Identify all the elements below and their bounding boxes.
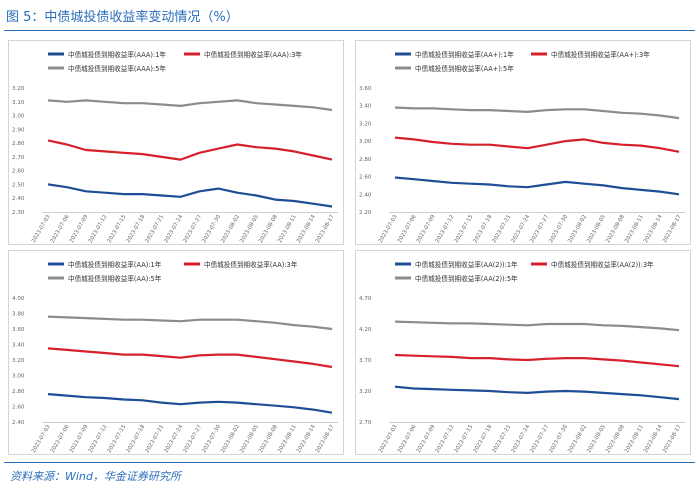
y-tick-label: 3.40 xyxy=(12,343,25,349)
chart-frame xyxy=(8,250,344,455)
series-line-1 xyxy=(394,385,680,401)
y-tick-label: 3.40 xyxy=(359,104,372,110)
y-tick-label: 3.20 xyxy=(12,358,25,364)
series-line-2 xyxy=(47,347,333,369)
legend-label-1: 中债城投债到期收益率(AAA):1年 xyxy=(68,50,166,59)
series-line-1 xyxy=(47,393,333,414)
source-note: 资料来源：Wind，华金证券研究所 xyxy=(10,470,181,483)
legend-label-2: 中债城投债到期收益率(AA(2)):3年 xyxy=(551,260,654,269)
y-tick-label: 2.40 xyxy=(12,420,25,426)
footer-divider xyxy=(4,462,695,463)
chart-aa: 中债城投债到期收益率(AA):1年 中债城投债到期收益率(AA):3年中债城投债到… xyxy=(8,250,344,455)
y-tick-label: 3.00 xyxy=(359,139,372,145)
legend-label-2: 中债城投债到期收益率(AA+):3年 xyxy=(551,50,650,59)
figure-title: 图 5：中债城投债收益率变动情况（%） xyxy=(6,10,239,25)
series-line-3 xyxy=(47,315,333,331)
y-tick-label: 2.90 xyxy=(12,127,25,133)
y-tick-label: 4.70 xyxy=(359,296,372,302)
series-line-1 xyxy=(394,176,680,196)
y-tick-label: 3.10 xyxy=(12,100,25,106)
y-tick-label: 3.20 xyxy=(359,121,372,127)
chart-frame xyxy=(8,40,344,245)
y-tick-label: 2.60 xyxy=(359,175,372,181)
y-tick-label: 3.20 xyxy=(12,86,25,92)
y-tick-label: 2.80 xyxy=(359,157,372,163)
y-tick-label: 2.40 xyxy=(359,192,372,198)
legend-label-3: 中债城投债到期收益率(AAA):5年 xyxy=(68,64,166,73)
y-tick-label: 2.20 xyxy=(359,210,372,216)
chart-frame xyxy=(355,40,691,245)
y-tick-label: 3.80 xyxy=(12,312,25,318)
y-tick-label: 2.60 xyxy=(12,405,25,411)
y-tick-label: 2.40 xyxy=(12,196,25,202)
y-tick-label: 2.70 xyxy=(12,155,25,161)
series-line-2 xyxy=(394,136,680,153)
chart-aa-plus: 中债城投债到期收益率(AA+):1年 中债城投债到期收益率(AA+):3年中债城投… xyxy=(355,40,691,245)
y-tick-label: 2.50 xyxy=(12,182,25,188)
legend-label-3: 中债城投债到期收益率(AA(2)):5年 xyxy=(415,274,518,283)
y-tick-label: 3.00 xyxy=(12,114,25,120)
legend-label-1: 中债城投债到期收益率(AA(2)):1年 xyxy=(415,260,518,269)
y-tick-label: 3.00 xyxy=(12,374,25,380)
title-divider xyxy=(4,30,695,31)
series-line-3 xyxy=(394,320,680,332)
legend-label-2: 中债城投债到期收益率(AA):3年 xyxy=(204,260,298,269)
legend-label-3: 中债城投债到期收益率(AA+):5年 xyxy=(415,64,514,73)
y-tick-label: 3.60 xyxy=(359,86,372,92)
series-line-2 xyxy=(47,139,333,161)
series-line-3 xyxy=(394,106,680,120)
legend-label-1: 中债城投债到期收益率(AA+):1年 xyxy=(415,50,514,59)
y-tick-label: 2.70 xyxy=(359,420,372,426)
y-tick-label: 3.20 xyxy=(359,389,372,395)
legend-label-1: 中债城投债到期收益率(AA):1年 xyxy=(68,260,162,269)
chart-aa2: 中债城投债到期收益率(AA(2)):1年 中债城投债到期收益率(AA(2)):3年… xyxy=(355,250,691,455)
legend-label-2: 中债城投债到期收益率(AAA):3年 xyxy=(204,50,302,59)
y-tick-label: 4.00 xyxy=(12,296,25,302)
y-tick-label: 4.20 xyxy=(359,327,372,333)
y-tick-label: 2.30 xyxy=(12,210,25,216)
y-tick-label: 2.60 xyxy=(12,169,25,175)
legend-label-3: 中债城投债到期收益率(AA):5年 xyxy=(68,274,162,283)
series-line-2 xyxy=(394,353,680,368)
y-tick-label: 3.60 xyxy=(12,327,25,333)
series-line-1 xyxy=(47,183,333,208)
chart-frame xyxy=(355,250,691,455)
y-tick-label: 2.80 xyxy=(12,389,25,395)
y-tick-label: 2.80 xyxy=(12,141,25,147)
chart-aaa: 中债城投债到期收益率(AAA):1年 中债城投债到期收益率(AAA):3年中债城投… xyxy=(8,40,344,245)
series-line-3 xyxy=(47,99,333,112)
y-tick-label: 3.70 xyxy=(359,358,372,364)
